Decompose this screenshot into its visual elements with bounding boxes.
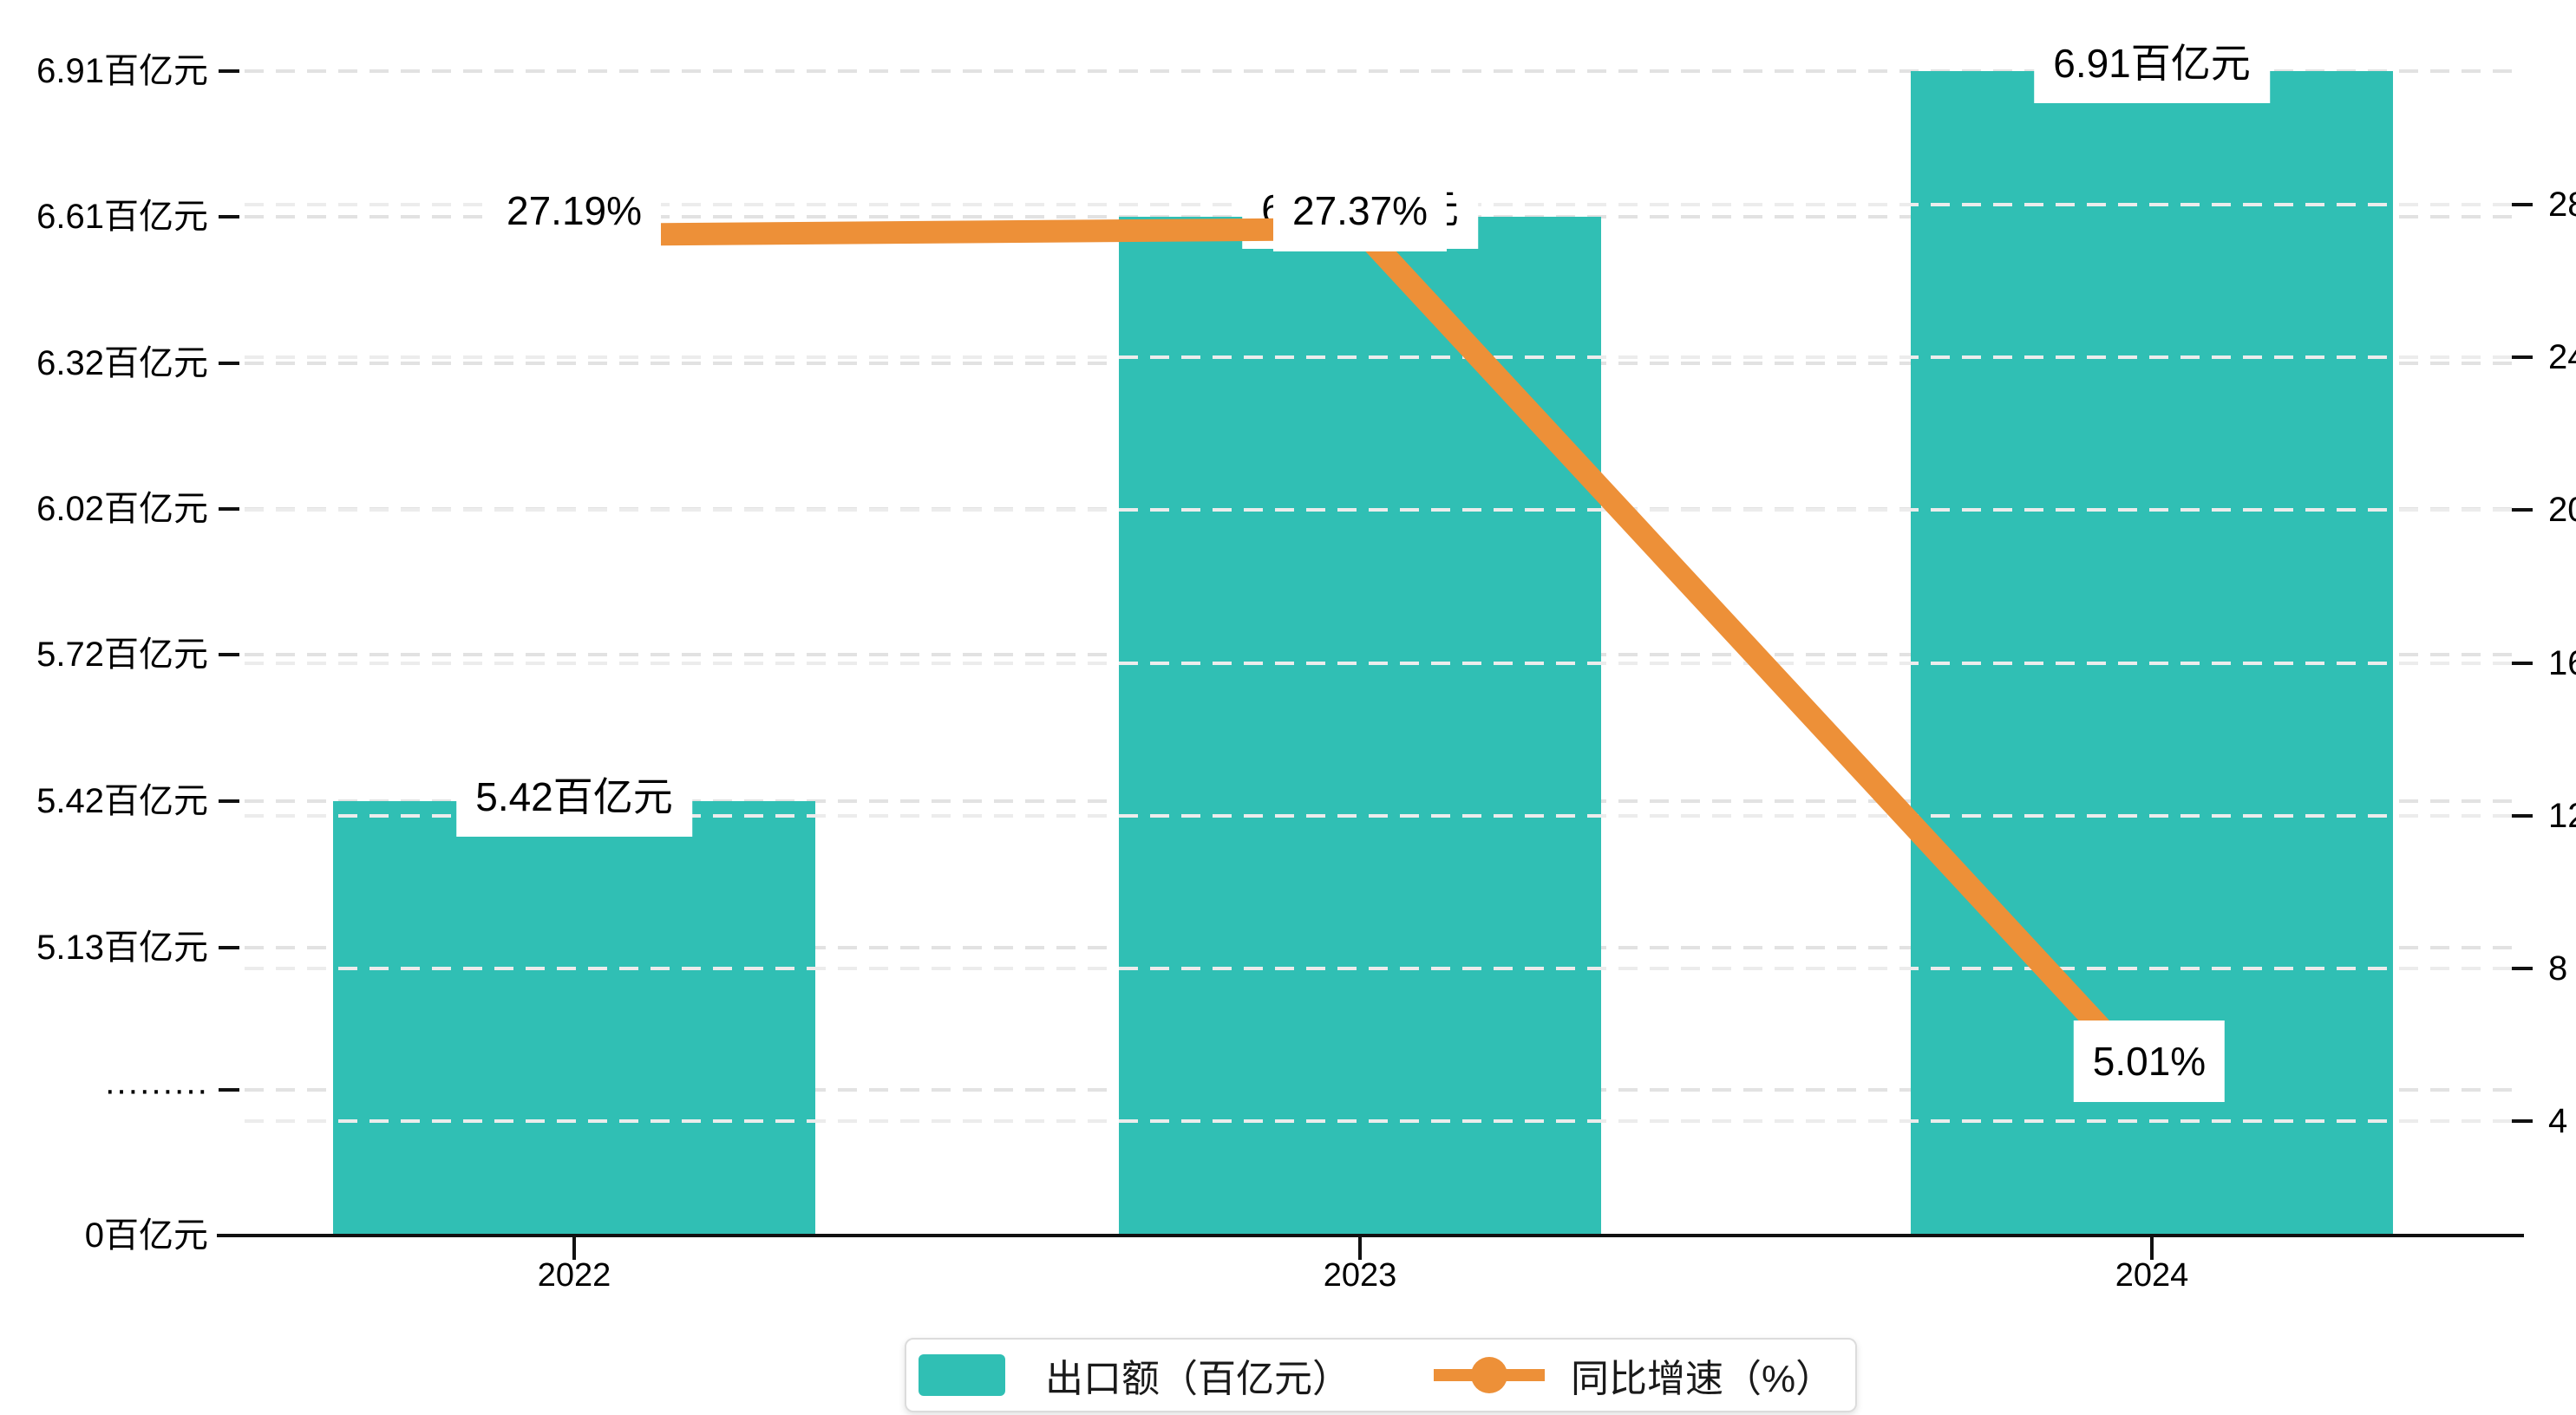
y-axis-label-right: 16 bbox=[2548, 644, 2576, 682]
y-axis-tick-right bbox=[2512, 203, 2533, 206]
gridline-right bbox=[245, 662, 2522, 665]
y-axis-label-left: 5.42百亿元 bbox=[36, 782, 208, 820]
gridline-right bbox=[245, 814, 2522, 818]
gridline-right bbox=[245, 1119, 2522, 1123]
legend-label-growth: 同比增速（%） bbox=[1571, 1358, 1834, 1400]
y-axis-tick-right bbox=[2512, 508, 2533, 512]
x-axis-line bbox=[217, 1234, 2524, 1237]
y-axis-tick-right bbox=[2512, 967, 2533, 970]
x-axis-tick bbox=[572, 1237, 576, 1260]
legend-item-export[interactable]: 出口额（百亿元） bbox=[906, 1347, 1350, 1403]
gridline-left bbox=[245, 69, 2522, 73]
y-axis-tick-right bbox=[2512, 814, 2533, 818]
bar-value-label-2024: 6.91百亿元 bbox=[2034, 18, 2270, 103]
growth-label-2022: 27.19% bbox=[487, 170, 662, 251]
x-axis-tick bbox=[1358, 1237, 1362, 1260]
y-axis-label-left: 5.72百亿元 bbox=[36, 636, 208, 674]
y-axis-tick bbox=[219, 362, 239, 365]
y-axis-tick-right bbox=[2512, 1119, 2533, 1123]
y-axis-label-left: 6.91百亿元 bbox=[36, 52, 208, 90]
y-axis-tick bbox=[219, 507, 239, 511]
y-axis-tick bbox=[219, 69, 239, 73]
growth-label-2024: 5.01% bbox=[2073, 1020, 2226, 1102]
legend-label-export: 出口额（百亿元） bbox=[1045, 1358, 1350, 1400]
gridline-right bbox=[245, 355, 2522, 359]
y-axis-label-right: 8 bbox=[2548, 949, 2568, 988]
y-axis-tick bbox=[219, 799, 239, 803]
y-axis-tick bbox=[219, 1088, 239, 1092]
y-axis-label-left: 5.13百亿元 bbox=[36, 929, 208, 967]
y-axis-label-right: 20 bbox=[2548, 491, 2576, 529]
y-axis-label-right: 24 bbox=[2548, 338, 2576, 376]
gridline-right bbox=[245, 508, 2522, 512]
x-axis-tick bbox=[2150, 1237, 2154, 1260]
y-axis-tick-right bbox=[2512, 355, 2533, 359]
growth-line[interactable] bbox=[573, 218, 2161, 1091]
y-axis-tick bbox=[219, 946, 239, 949]
x-axis-label-2023: 2023 bbox=[1323, 1257, 1397, 1294]
bar-2022[interactable] bbox=[333, 801, 815, 1235]
y-axis-label-left: 6.32百亿元 bbox=[36, 344, 208, 382]
x-axis-label-2022: 2022 bbox=[537, 1257, 611, 1294]
legend-line-marker-icon bbox=[1434, 1354, 1545, 1396]
legend-bar-swatch-icon bbox=[919, 1354, 1005, 1396]
gridline-right bbox=[245, 967, 2522, 970]
y-axis-label-right: 28 bbox=[2548, 186, 2576, 224]
y-axis-label-right: 12 bbox=[2548, 797, 2576, 835]
bar-value-label-2022: 5.42百亿元 bbox=[456, 752, 692, 837]
y-axis-label-axis-break: ········· bbox=[104, 1071, 208, 1109]
y-axis-tick bbox=[219, 653, 239, 656]
legend-item-growth[interactable]: 同比增速（%） bbox=[1350, 1347, 1834, 1403]
y-axis-tick-right bbox=[2512, 662, 2533, 665]
y-axis-label-left: 6.02百亿元 bbox=[36, 490, 208, 528]
y-axis-label-left-zero: 0百亿元 bbox=[84, 1216, 208, 1255]
x-axis-label-2024: 2024 bbox=[2115, 1257, 2189, 1294]
y-axis-label-right: 4 bbox=[2548, 1102, 2568, 1140]
y-axis-tick bbox=[219, 215, 239, 218]
y-axis-label-left: 6.61百亿元 bbox=[36, 198, 208, 236]
legend: 出口额（百亿元） 同比增速（%） bbox=[905, 1338, 1857, 1412]
growth-label-2023: 27.37% bbox=[1272, 170, 1448, 251]
